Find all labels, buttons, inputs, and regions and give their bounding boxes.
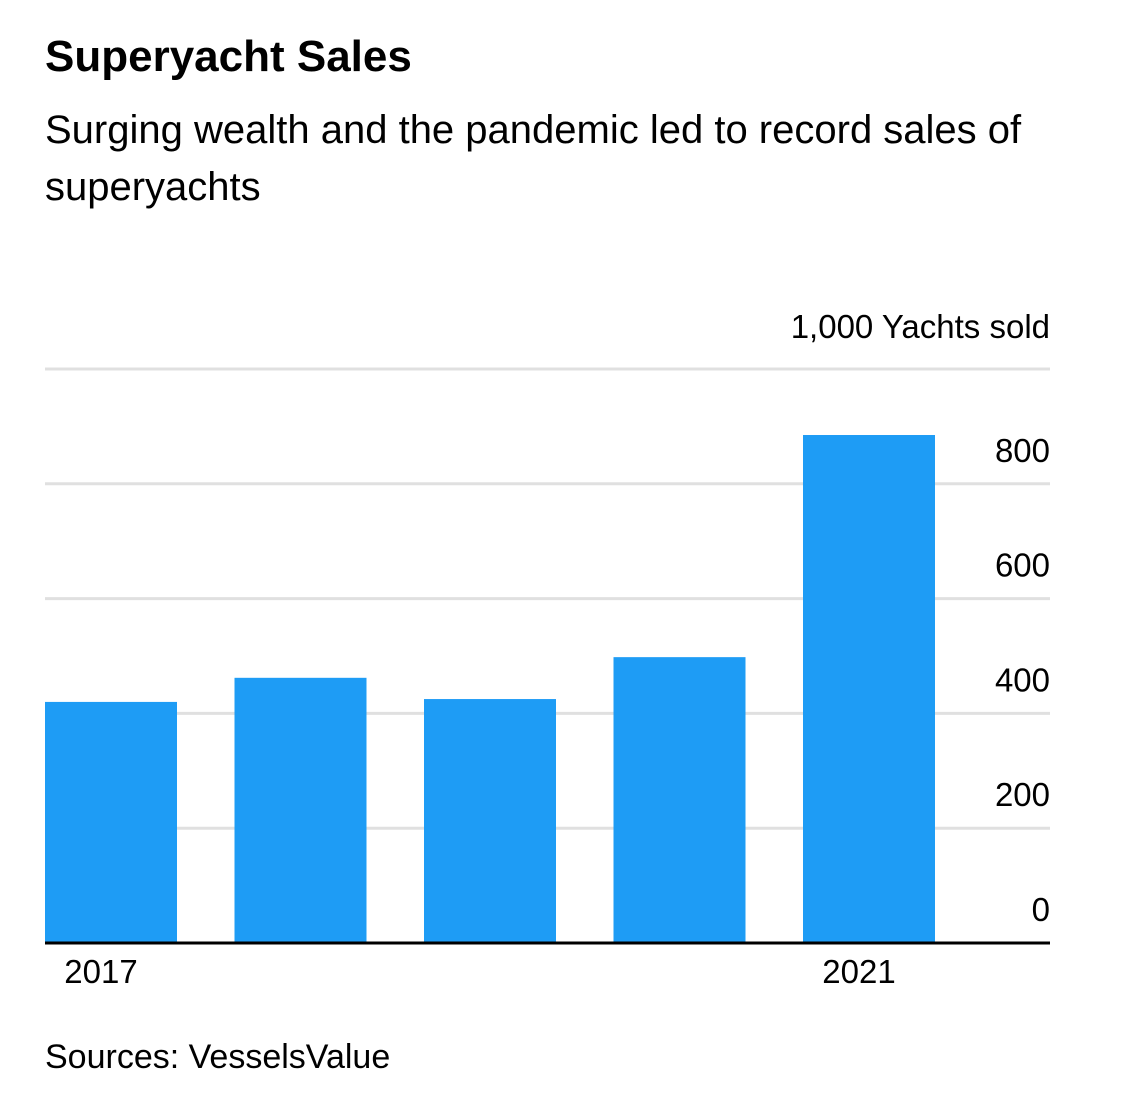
source-note: Sources: VesselsValue (45, 1038, 391, 1076)
bar-2019 (424, 699, 556, 943)
y-tick-label: 600 (995, 547, 1050, 584)
bar-2017 (45, 701, 177, 943)
bar-2021 (803, 435, 935, 943)
x-tick-label: 2017 (64, 953, 137, 990)
y-tick-label: 800 (995, 432, 1050, 469)
bar-2018 (234, 677, 367, 943)
y-tick-label: 200 (995, 776, 1050, 813)
chart-subtitle: Surging wealth and the pandemic led to r… (45, 108, 1022, 209)
unit-label: 1,000 Yachts sold (790, 308, 1050, 345)
y-tick-label: 400 (995, 661, 1050, 698)
x-tick-label: 2021 (822, 953, 895, 990)
chart-title: Superyacht Sales (45, 32, 412, 81)
bar-2020 (613, 657, 746, 943)
y-tick-label: 0 (1032, 891, 1050, 928)
